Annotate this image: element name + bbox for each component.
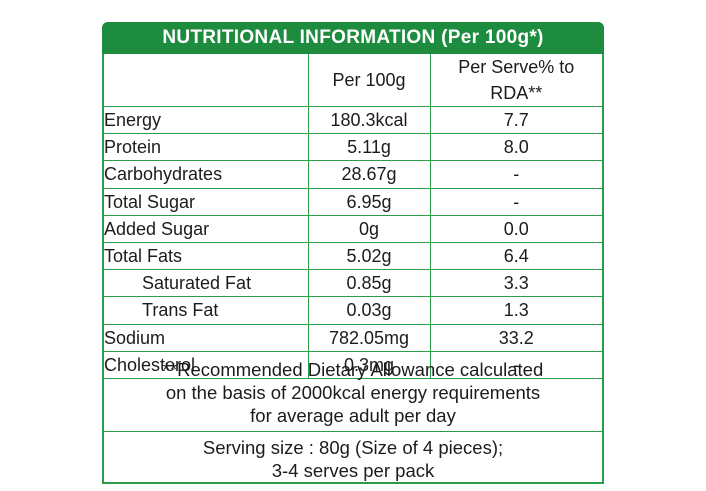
table-row: Total Sugar 6.95g - [104, 187, 602, 216]
nutrition-table: Per 100g Per Serve% to RDA** Energy 180.… [104, 54, 602, 379]
table-row: Saturated Fat 0.85g 3.3 [104, 269, 602, 298]
per-serve-rda-value: 6.4 [429, 241, 602, 271]
per-100g-value: 28.67g [307, 160, 431, 189]
per-100g-value: 0.85g [307, 269, 431, 298]
per-100g-value: 0.03g [307, 296, 431, 325]
table-row: Added Sugar 0g 0.0 [104, 214, 602, 243]
nutrient-name: Protein [104, 133, 309, 162]
per-serve-rda-value: - [429, 187, 602, 216]
table-row: Sodium 782.05mg 33.2 [104, 323, 602, 352]
serving-size-line: Serving size : 80g (Size of 4 pieces); [202, 437, 504, 458]
header-per-100g: Per 100g [307, 54, 431, 107]
per-serve-rda-value: 33.2 [429, 323, 602, 352]
per-100g-value: 0.3mg [307, 350, 431, 379]
per-100g-value: 5.11g [307, 133, 431, 162]
nutrient-name: Cholesterol [104, 350, 309, 379]
nutrient-name: Total Fats [104, 241, 309, 271]
per-100g-value: 180.3kcal [307, 105, 431, 135]
serves-per-pack-line: 3-4 serves per pack [271, 460, 435, 481]
per-serve-rda-value: 3.3 [429, 269, 602, 298]
per-100g-value: 0g [307, 214, 431, 243]
per-100g-value: 5.02g [307, 241, 431, 271]
serving-info: Serving size : 80g (Size of 4 pieces); 3… [104, 434, 602, 484]
rda-footnote: **Recommended Dietary Allowance calculat… [104, 354, 602, 432]
nutrient-name: Energy [104, 105, 309, 135]
nutrient-name: Trans Fat [104, 296, 309, 325]
footnote-line: on the basis of 2000kcal energy requirem… [165, 382, 541, 403]
nutrient-name: Added Sugar [104, 214, 309, 243]
header-per-serve-rda: Per Serve% to RDA** [429, 54, 602, 107]
table-row: Carbohydrates 28.67g - [104, 160, 602, 189]
per-100g-value: 782.05mg [307, 323, 431, 352]
nutrition-panel: NUTRITIONAL INFORMATION (Per 100g*) Per … [102, 22, 604, 484]
per-serve-rda-value: 7.7 [429, 105, 602, 135]
table-row: Trans Fat 0.03g 1.3 [104, 296, 602, 325]
table-row: Total Fats 5.02g 6.4 [104, 241, 602, 271]
nutrient-name: Carbohydrates [104, 160, 309, 189]
table-row: Cholesterol 0.3mg - [104, 350, 602, 379]
per-serve-rda-value: - [429, 160, 602, 189]
per-serve-rda-value: - [429, 350, 602, 379]
header-row: Per 100g Per Serve% to RDA** [104, 54, 602, 107]
table-row: Protein 5.11g 8.0 [104, 133, 602, 162]
table-row: Energy 180.3kcal 7.7 [104, 105, 602, 135]
nutrient-name: Saturated Fat [104, 269, 309, 298]
per-serve-rda-value: 1.3 [429, 296, 602, 325]
per-100g-value: 6.95g [307, 187, 431, 216]
per-serve-rda-value: 8.0 [429, 133, 602, 162]
nutrient-name: Total Sugar [104, 187, 309, 216]
panel-title: NUTRITIONAL INFORMATION (Per 100g*) [102, 22, 604, 54]
nutrient-name: Sodium [104, 323, 309, 352]
footnote-line: for average adult per day [250, 405, 456, 426]
footnote-line: **Recommended Dietary Allowance calculat… [162, 359, 544, 380]
per-serve-rda-value: 0.0 [429, 214, 602, 243]
header-blank [104, 54, 309, 107]
